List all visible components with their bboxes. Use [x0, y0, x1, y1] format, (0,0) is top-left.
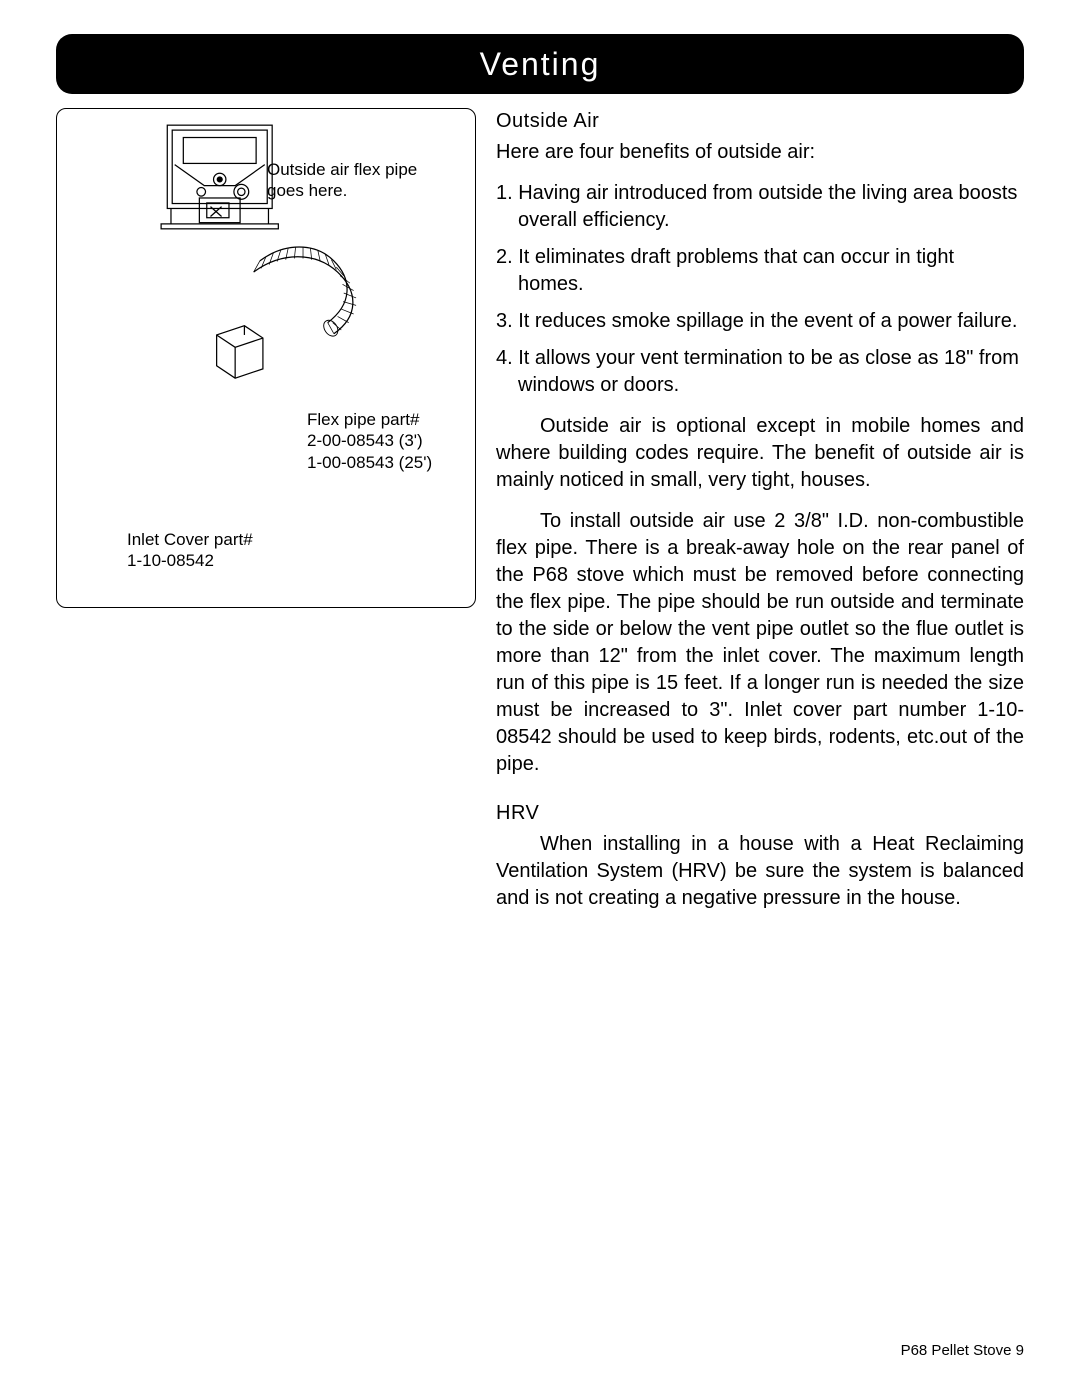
footer-page-number: 9	[1016, 1342, 1024, 1359]
outside-air-paragraph-2: To install outside air use 2 3/8" I.D. n…	[496, 508, 1024, 778]
outside-air-paragraph-1: Outside air is optional except in mobile…	[496, 413, 1024, 494]
page-title-bar: Venting	[56, 34, 1024, 94]
benefit-item: 2. It eliminates draft problems that can…	[496, 244, 1024, 298]
benefits-list: 1. Having air introduced from outside th…	[496, 180, 1024, 399]
benefit-item: 1. Having air introduced from outside th…	[496, 180, 1024, 234]
section-heading-outside-air: Outside Air	[496, 108, 1024, 135]
hrv-paragraph: When installing in a house with a Heat R…	[496, 831, 1024, 912]
page-footer: P68 Pellet Stove 9	[901, 1342, 1024, 1359]
two-column-layout: Outside air flex pipe goes here. Flex pi…	[56, 108, 1024, 926]
flex-pipe-icon	[254, 247, 356, 339]
outside-air-intro: Here are four benefits of outside air:	[496, 139, 1024, 166]
page-title: Venting	[480, 46, 601, 83]
page: Venting	[0, 0, 1080, 1397]
inlet-cover-icon	[217, 326, 263, 378]
benefit-item: 4. It allows your vent termination to be…	[496, 345, 1024, 399]
right-column: Outside Air Here are four benefits of ou…	[496, 108, 1024, 926]
callout-flex-pipe-location: Outside air flex pipe goes here.	[267, 159, 447, 202]
benefit-item: 3. It reduces smoke spillage in the even…	[496, 308, 1024, 335]
diagram-box: Outside air flex pipe goes here. Flex pi…	[56, 108, 476, 608]
section-heading-hrv: HRV	[496, 800, 1024, 827]
callout-inlet-cover-part: Inlet Cover part# 1-10-08542	[127, 529, 327, 572]
footer-product: P68 Pellet Stove	[901, 1342, 1012, 1359]
left-column: Outside air flex pipe goes here. Flex pi…	[56, 108, 476, 926]
callout-flex-pipe-part: Flex pipe part# 2-00-08543 (3') 1-00-085…	[307, 409, 467, 473]
